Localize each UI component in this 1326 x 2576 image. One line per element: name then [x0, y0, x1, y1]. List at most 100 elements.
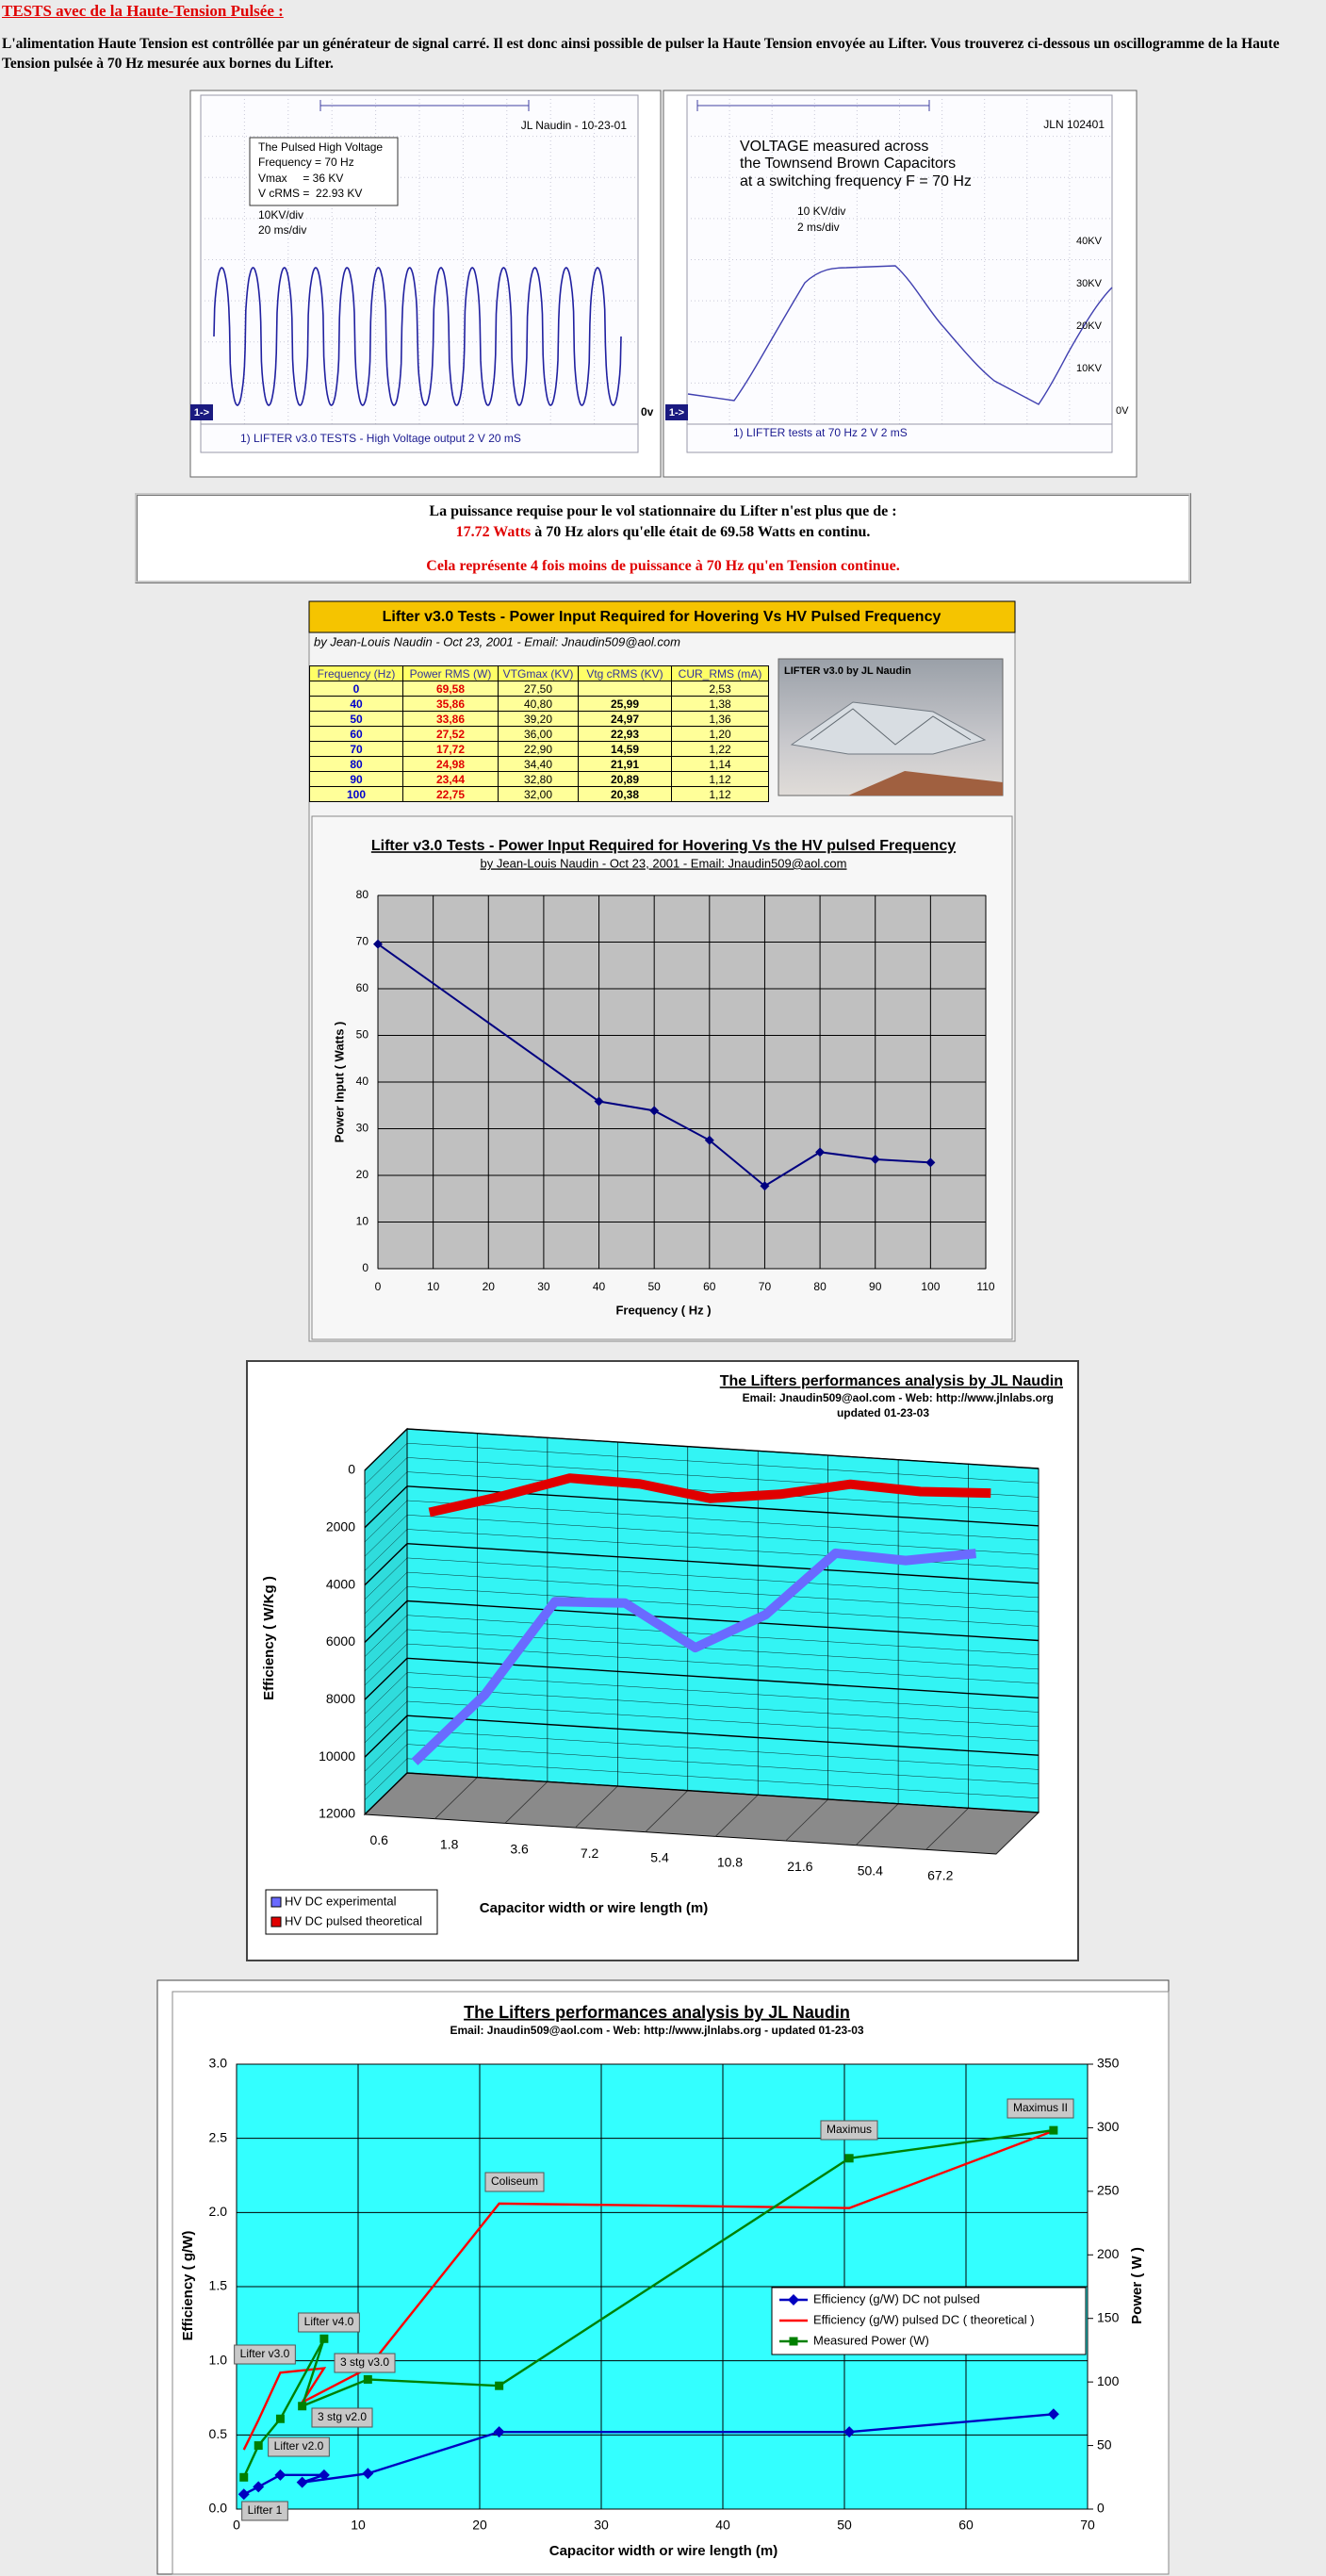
annotation-box: [820, 2120, 878, 2141]
table-row: 100 22,75 32,00 20,38 1,12: [309, 786, 769, 802]
y-tick-label: 4000: [326, 1576, 355, 1591]
annotation-box: [234, 2344, 296, 2365]
data-point: [275, 2414, 285, 2423]
annotation-box: [484, 2172, 545, 2192]
table-cell: 17,72: [402, 741, 499, 757]
data-point: [594, 1096, 604, 1107]
x-tick-label: 60: [958, 2518, 974, 2533]
table-cell: 27,52: [402, 726, 499, 742]
summary-highlight: 17.72 Watts: [455, 524, 532, 540]
sheet-title-bar: [308, 600, 1016, 633]
data-line: [377, 943, 931, 1188]
y-tick-label: 2.5: [209, 2129, 228, 2144]
table-row: 80 24,98 34,40 21,91 1,14: [309, 756, 769, 772]
x-tick-label: 100: [921, 1280, 940, 1293]
scope-zero: 0v: [641, 405, 654, 418]
heading: TESTS avec de la Haute-Tension Pulsée :: [2, 2, 284, 20]
annotation-box: [1007, 2098, 1074, 2119]
photo-lifter: [790, 701, 987, 755]
y-axis-label: Power Input ( Watts ): [332, 1022, 346, 1143]
legend-label: Measured Power (W): [813, 2333, 929, 2347]
table-cell: 1,14: [671, 756, 769, 772]
scope-title-line: VOLTAGE measured across: [740, 139, 928, 155]
table-cell: 39,20: [498, 711, 579, 727]
data-point: [363, 2374, 372, 2384]
summary-line: Cela représente 4 fois moins de puissanc…: [426, 558, 900, 574]
x-axis-label: Capacitor width or wire length (m): [549, 2543, 778, 2559]
annotation: Coliseum: [491, 2174, 538, 2188]
floor-divider: [785, 1798, 828, 1842]
y-tick-label: 0: [362, 1261, 368, 1274]
sheet-table: Frequency (Hz) Power RMS (W) VTGmax (KV) Vt…: [309, 665, 769, 802]
legend-box: [771, 2287, 1087, 2355]
annotation-box: [334, 2353, 396, 2373]
y-tick-label: 70: [356, 935, 369, 948]
data-point: [493, 2426, 505, 2438]
x-tick-label: 50: [648, 1280, 662, 1293]
y2-tick-label: 50: [1097, 2437, 1112, 2452]
ribbon: [428, 1473, 991, 1518]
table-cell: [578, 681, 672, 697]
data-point: [760, 1181, 770, 1191]
x-tick-label: 90: [869, 1280, 882, 1293]
grid-line: [364, 1542, 1040, 1586]
floor-divider: [645, 1790, 689, 1832]
x-tick-label: 0.6: [369, 1832, 388, 1847]
legend-box: [265, 1889, 438, 1935]
data-point: [253, 2481, 265, 2493]
table-cell: 50: [309, 711, 403, 727]
x-tick-label: 40: [715, 2518, 730, 2533]
x-tick-label: 30: [594, 2518, 609, 2533]
grid-line: [364, 1428, 1040, 1471]
grid-line: [364, 1772, 1040, 1815]
x-tick-label: 20: [483, 1280, 496, 1293]
chart-title: Lifter v3.0 Tests - Power Input Required…: [371, 838, 956, 854]
scope-box-line: V cRMS = 22.93 KV: [258, 187, 362, 200]
table-cell: 60: [309, 726, 403, 742]
data-point: [298, 2402, 307, 2411]
grid-line: [364, 1485, 1040, 1529]
y-tick-label: 60: [356, 981, 369, 994]
y2-tick-label: 350: [1097, 2056, 1120, 2071]
x-tick-label: 10: [351, 2518, 366, 2533]
y-tick-label: 20: [356, 1168, 369, 1181]
header-cell: CUR_RMS (mA): [671, 665, 769, 681]
table-row: 60 27,52 36,00 22,93 1,20: [309, 726, 769, 742]
scope-box-line: Vmax = 36 KV: [258, 172, 343, 185]
legend-swatch: [270, 1896, 282, 1908]
y-tick-label: 0.5: [209, 2426, 228, 2441]
y-tick-label: 3.0: [209, 2056, 228, 2071]
y2-tick-label: 150: [1097, 2309, 1120, 2324]
table-row: 90 23,44 32,80 20,89 1,12: [309, 771, 769, 787]
sheet-byline: by Jean-Louis Naudin - Oct 23, 2001 - Em…: [314, 634, 680, 648]
x-tick-label: 50: [837, 2518, 852, 2533]
y2-tick-label: 0: [1097, 2501, 1105, 2516]
scope-scale: 20 ms/div: [258, 223, 306, 237]
y-tick-label: 8000: [326, 1691, 355, 1706]
table-cell: 25,99: [578, 696, 672, 712]
table-row: 0 69,58 27,50 2,53: [309, 681, 769, 697]
grid-line: [364, 1657, 1040, 1700]
table-cell: 0: [309, 681, 403, 697]
y-tick-label: 0.0: [209, 2501, 228, 2516]
scope-footer: 1) LIFTER tests at 70 Hz 2 V 2 mS: [733, 426, 908, 439]
scope-title-line: at a switching frequency F = 70 Hz: [740, 173, 972, 189]
y-tick-label: 2000: [326, 1519, 355, 1534]
table-cell: 1,12: [671, 786, 769, 802]
x-tick-label: 80: [813, 1280, 827, 1293]
y-tick-label: 12000: [319, 1806, 355, 1821]
ribbon: [411, 1548, 977, 1765]
floor-divider: [925, 1808, 969, 1850]
table-cell: 2,53: [671, 681, 769, 697]
y-tick-label: 10000: [319, 1748, 355, 1764]
data-point: [237, 2488, 250, 2501]
summary-text: à 70 Hz alors qu'elle était de 69.58 Wat…: [531, 524, 871, 540]
table-cell: 22,93: [578, 726, 672, 742]
y-tick-label: 40: [356, 1075, 369, 1088]
channel-marker: [665, 404, 688, 420]
scope-header: JL Naudin - 10-23-01: [521, 119, 628, 132]
scope-scale: 2 ms/div: [797, 221, 840, 234]
data-point: [704, 1135, 714, 1145]
legend-label: HV DC experimental: [285, 1894, 397, 1908]
header-cell: Frequency (Hz): [309, 665, 403, 681]
